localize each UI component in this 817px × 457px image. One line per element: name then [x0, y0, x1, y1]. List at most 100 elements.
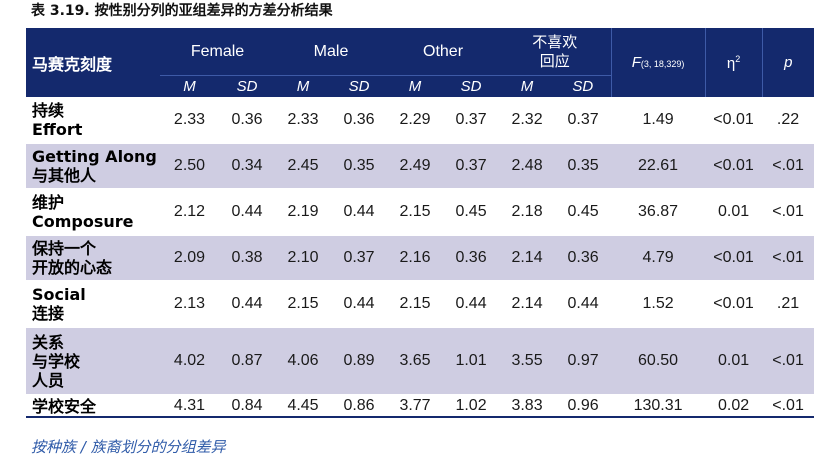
cell: 0.36	[231, 110, 263, 128]
row-label-line: 学校安全	[32, 396, 97, 416]
cell: 3.65	[387, 327, 444, 395]
cell: 0.44	[455, 295, 487, 312]
cell: 130.31	[633, 397, 683, 414]
header-male-m: M	[275, 75, 332, 97]
cell: 0.44	[231, 295, 263, 312]
cell: 1.02	[455, 397, 487, 414]
cell: 0.86	[343, 397, 375, 414]
cell: 2.15	[399, 203, 431, 220]
cell: 2.10	[275, 235, 332, 281]
cell: 36.87	[638, 203, 679, 220]
header-female: Female	[160, 28, 276, 76]
cell: 60.50	[611, 327, 706, 395]
cell: 0.45	[455, 203, 487, 220]
row-label: Getting Along 与其他人	[26, 143, 160, 189]
row-label-line: Effort	[32, 119, 83, 139]
cell: 2.09	[160, 235, 219, 281]
cell: 0.37	[443, 143, 500, 189]
header-eta-squared: η2	[704, 28, 763, 97]
cell: 0.37	[567, 110, 599, 128]
cell: 4.31	[173, 397, 206, 414]
cell: 2.15	[399, 295, 431, 312]
header-female-m: M	[160, 75, 219, 97]
header-other-sd: SD	[443, 75, 500, 97]
row-label-line: 连接	[32, 304, 65, 323]
cell: <.01	[762, 327, 815, 395]
cell: 0.38	[219, 235, 276, 281]
cell: 0.36	[443, 235, 500, 281]
cell: 4.79	[611, 235, 706, 281]
cell: 4.06	[275, 327, 332, 395]
row-label-line: 维护	[32, 193, 65, 212]
cell: 2.18	[511, 203, 543, 220]
cell: 2.49	[387, 143, 444, 189]
cell: <.01	[762, 143, 815, 189]
row-label-line: 关系	[32, 332, 65, 352]
cell: 22.61	[611, 143, 706, 189]
row-label-line: Social	[32, 285, 86, 304]
cell: 2.45	[275, 143, 332, 189]
cell: 2.15	[287, 295, 319, 312]
header-male-sd: SD	[331, 75, 388, 97]
cell: 2.48	[499, 143, 556, 189]
cell: 3.55	[499, 327, 556, 395]
table-row: 学校安全 4.31 0.84 4.45 0.86 3.77 1.02 3.83 0.96…	[26, 395, 815, 417]
cell: 0.37	[331, 235, 388, 281]
cell: 3.77	[399, 397, 431, 414]
cell: 0.01	[717, 203, 750, 220]
cell: 2.33	[173, 110, 206, 128]
cell: 1.01	[443, 327, 500, 395]
cell: <0.01	[713, 295, 754, 312]
cell: 0.89	[331, 327, 388, 395]
header-mosaic-scale: 马赛克刻度	[26, 28, 160, 97]
row-label: 持续 Effort	[26, 97, 160, 143]
header-p-value: p	[761, 28, 815, 97]
table-row: Social 连接 2.13 0.44 2.15 0.44 2.15 0.44 2.14…	[26, 281, 815, 327]
row-label: Social 连接	[26, 281, 160, 327]
header-no-response-line2: 回应	[539, 51, 570, 70]
cell: 0.37	[455, 110, 487, 128]
cell: 0.36	[343, 110, 375, 128]
cell: .22	[776, 110, 800, 128]
cell: <.01	[772, 203, 804, 220]
row-label: 维护 Composure	[26, 189, 160, 235]
header-no-response-m: M	[499, 75, 556, 97]
anova-table: 马赛克刻度 Female Male Other 不喜欢 回应 F(3, 18,3…	[26, 28, 815, 418]
header-no-response-sd: SD	[555, 75, 612, 97]
cell: 2.14	[511, 295, 543, 312]
cell: 2.33	[287, 110, 319, 128]
cell: 0.84	[231, 397, 263, 414]
cell: 0.44	[343, 203, 375, 220]
table-title: 表 3.19. 按性别分列的亚组差异的方差分析结果	[31, 3, 333, 19]
cell: <.01	[762, 235, 815, 281]
cell: 0.35	[331, 143, 388, 189]
cell: <0.01	[713, 110, 754, 128]
cell: 1.49	[642, 110, 674, 128]
cell: 4.45	[287, 397, 319, 414]
cell: 3.83	[511, 397, 543, 414]
table-row: 关系 与学校 人员 4.02 0.87 4.06 0.89 3.65 1.01 3.55 0…	[26, 327, 815, 395]
cell: 0.02	[717, 397, 750, 414]
row-label: 关系 与学校 人员	[26, 327, 160, 395]
cell: 2.14	[499, 235, 556, 281]
table-row: Getting Along 与其他人 2.50 0.34 2.45 0.35 2.49…	[26, 143, 815, 189]
header-no-response: 不喜欢 回应	[499, 28, 612, 76]
cell: .21	[776, 295, 800, 312]
row-label-line: Composure	[32, 212, 134, 231]
header-f-letter: F	[631, 54, 641, 71]
cell: <0.01	[705, 143, 763, 189]
table-row: 维护 Composure 2.12 0.44 2.19 0.44 2.15 0.45 2…	[26, 189, 815, 235]
cell: 2.19	[287, 203, 319, 220]
row-label-line: 人员	[32, 370, 65, 390]
cell: 0.34	[219, 143, 276, 189]
header-row-stats: M SD M SD M SD M SD	[26, 75, 814, 97]
row-label-line: 与学校	[32, 351, 81, 371]
cell: 0.45	[567, 203, 599, 220]
header-other: Other	[387, 28, 500, 76]
header-row-groups: 马赛克刻度 Female Male Other 不喜欢 回应 F(3, 18,3…	[26, 28, 815, 97]
cell: 2.12	[173, 203, 206, 220]
cell: 0.44	[231, 203, 263, 220]
cell: 0.35	[555, 143, 612, 189]
cell: 2.16	[387, 235, 444, 281]
cell: 2.32	[511, 110, 543, 128]
